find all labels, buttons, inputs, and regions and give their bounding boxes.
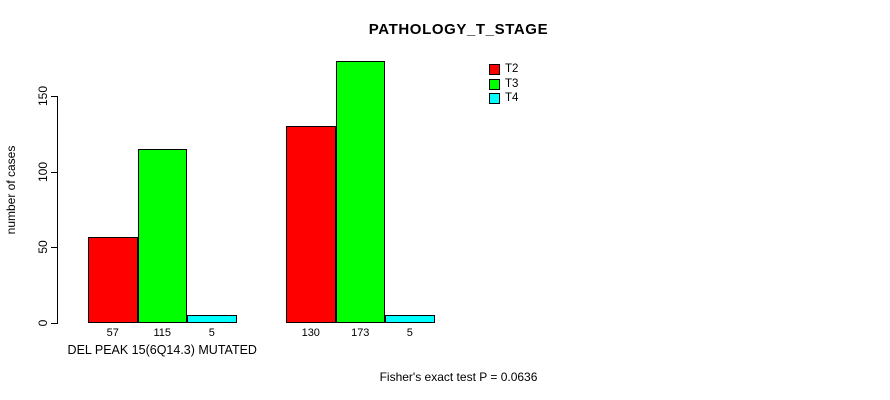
y-axis-tick bbox=[51, 323, 57, 324]
legend-label: T2 bbox=[505, 63, 519, 75]
legend-label: T3 bbox=[505, 77, 519, 90]
p-value-annotation: Fisher's exact test P = 0.0636 bbox=[379, 370, 538, 384]
y-axis-tick bbox=[51, 171, 57, 173]
bar-t4-group2 bbox=[385, 315, 435, 323]
chart-title: PATHOLOGY_T_STAGE bbox=[368, 21, 549, 38]
legend-item-t4: T4 bbox=[489, 92, 519, 104]
bar-t2-group2 bbox=[286, 126, 336, 323]
y-axis-tick bbox=[51, 96, 57, 97]
group-label: DEL PEAK 15(6Q14.3) MUTATED bbox=[67, 343, 257, 357]
bar-value-label: 5 bbox=[208, 327, 215, 339]
bar-value-label: 5 bbox=[406, 327, 413, 339]
y-axis-tick-label: 50 bbox=[36, 240, 50, 255]
y-axis-tick-label: 150 bbox=[36, 85, 50, 107]
legend-label: T4 bbox=[505, 92, 519, 104]
legend-item-t3: T3 bbox=[489, 77, 519, 90]
y-axis-tick-label: 0 bbox=[36, 319, 50, 327]
bar-value-label: 173 bbox=[351, 327, 370, 339]
bar-t2-group1 bbox=[88, 236, 138, 323]
bar-t3-group2 bbox=[335, 61, 385, 323]
legend-swatch-t2 bbox=[489, 64, 500, 75]
legend-item-t2: T2 bbox=[489, 63, 519, 75]
bar-value-label: 115 bbox=[153, 327, 172, 339]
y-axis-tick-label: 100 bbox=[36, 161, 50, 182]
bar-value-label: 57 bbox=[106, 327, 119, 339]
y-axis-line bbox=[57, 96, 58, 324]
bar-t3-group1 bbox=[137, 148, 187, 323]
legend-swatch-t4 bbox=[489, 93, 500, 104]
bar-value-label: 130 bbox=[301, 327, 320, 339]
y-axis-tick bbox=[51, 247, 57, 249]
legend: T2 T3 T4 bbox=[489, 63, 519, 104]
bar-t4-group1 bbox=[187, 315, 237, 323]
legend-swatch-t3 bbox=[489, 78, 500, 90]
y-axis-label: number of cases bbox=[4, 145, 18, 235]
